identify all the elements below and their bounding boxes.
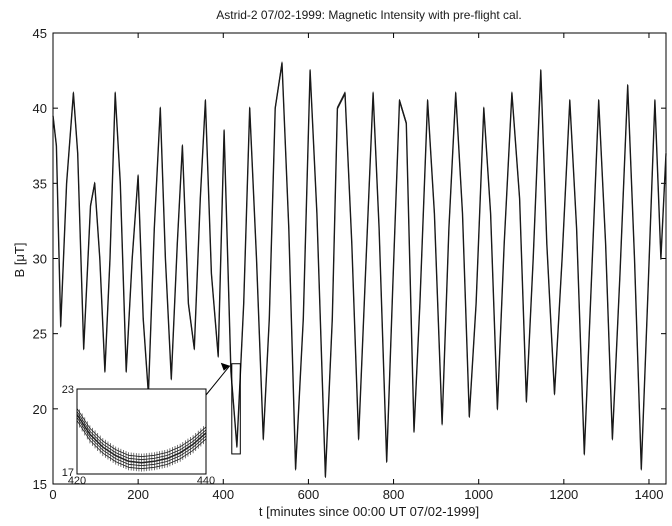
x-tick-label: 1400 <box>635 487 664 502</box>
y-tick-label: 20 <box>33 402 47 417</box>
zoom-region-box <box>231 363 241 455</box>
x-tick-label: 200 <box>127 487 149 502</box>
inset-curve <box>76 411 207 461</box>
x-axis-label: t [minutes since 00:00 UT 07/02-1999] <box>259 504 479 519</box>
inset-x-tick-label: 420 <box>68 475 86 487</box>
inset-arrow-head <box>220 362 230 371</box>
y-tick-label: 15 <box>33 477 47 492</box>
x-tick-label: 400 <box>212 487 234 502</box>
inset-curve <box>76 417 207 467</box>
chart-title: Astrid-2 07/02-1999: Magnetic Intensity … <box>216 8 521 22</box>
y-tick-label: 25 <box>33 327 47 342</box>
inset-arrow-line <box>205 365 231 396</box>
x-tick-label: 1000 <box>464 487 493 502</box>
inset-y-tick-label: 17 <box>62 467 74 479</box>
inset-y-tick-label: 23 <box>62 384 74 396</box>
y-tick-label: 35 <box>33 176 47 191</box>
y-tick-label: 40 <box>33 101 47 116</box>
plot-layer: 0 200 400 600 800 1000 1200 1400 15 20 25 30 35 40 45 <box>33 26 667 502</box>
x-tick-label: 1200 <box>549 487 578 502</box>
inset-frame-outline <box>76 388 207 475</box>
x-tick-label: 800 <box>383 487 405 502</box>
inset-panel: 17 23 420 440 <box>62 362 231 487</box>
x-tick-label: 0 <box>49 487 56 502</box>
series-line <box>52 63 667 479</box>
x-tick-label: 600 <box>298 487 320 502</box>
inset-curve <box>76 408 207 458</box>
inset-x-tick-label: 440 <box>197 475 215 487</box>
y-axis-label: B [μT] <box>12 243 27 278</box>
y-tick-label: 45 <box>33 26 47 41</box>
inset-curve <box>76 420 207 470</box>
inset-curve <box>76 414 207 464</box>
y-tick-label: 30 <box>33 252 47 267</box>
